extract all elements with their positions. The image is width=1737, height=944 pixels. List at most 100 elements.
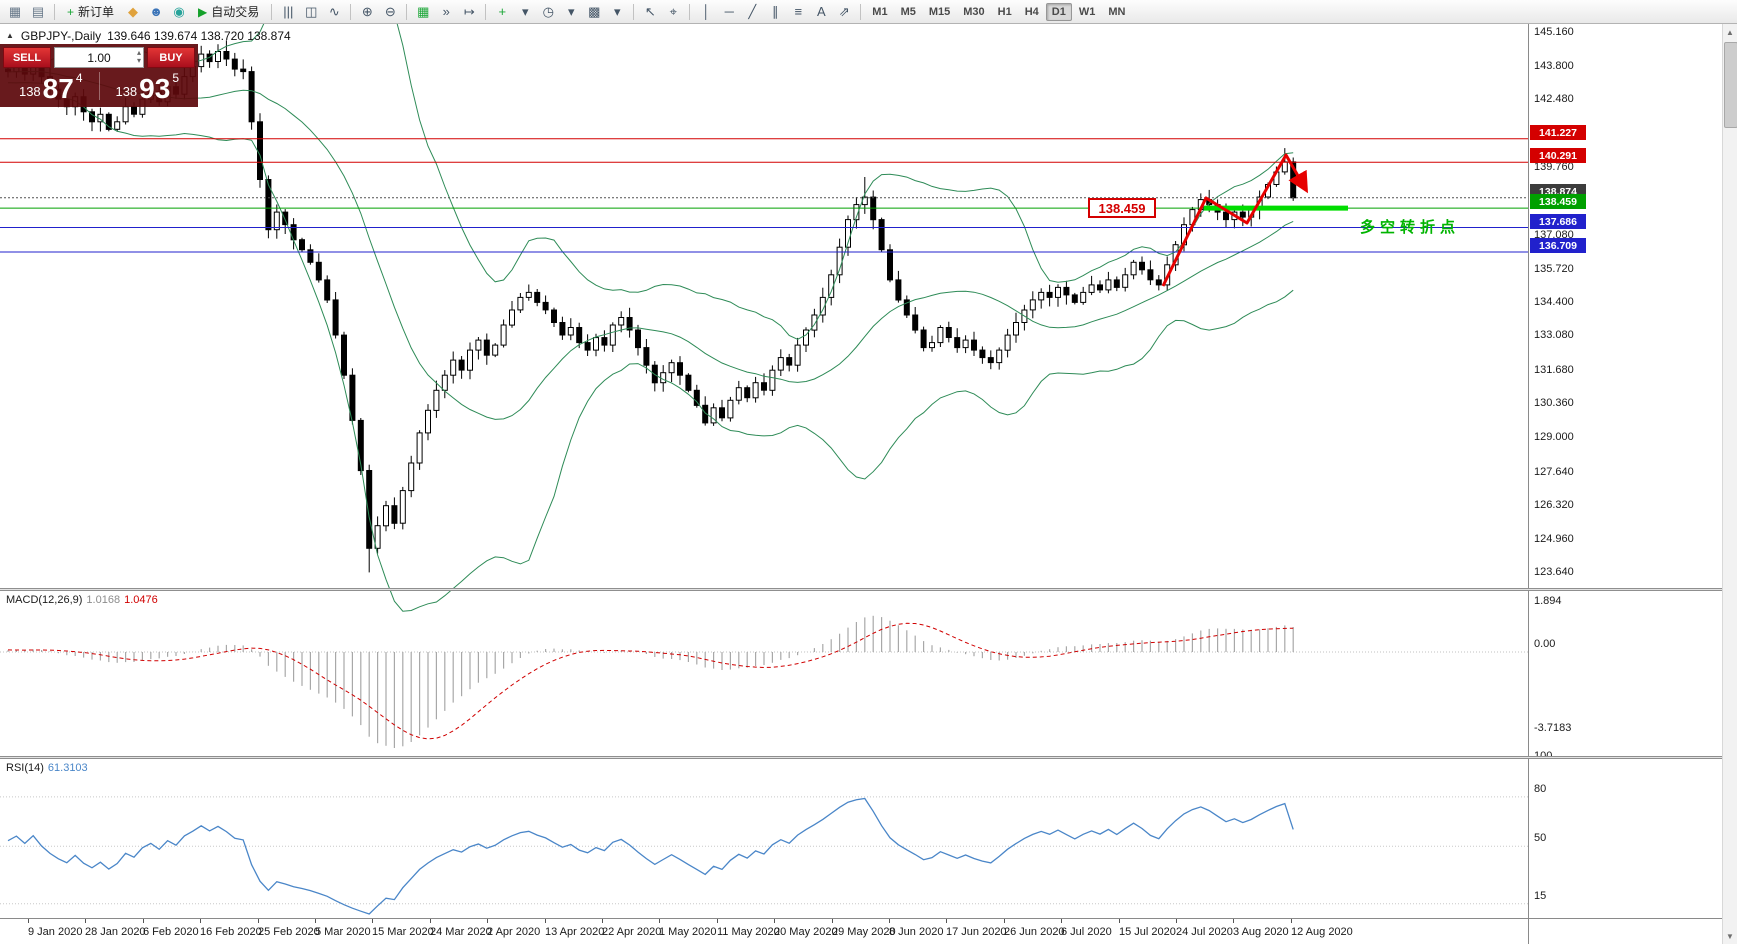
market-icon[interactable]: ◉ <box>173 3 185 19</box>
bollinger-lower <box>7 82 1294 612</box>
macd-axis-label: 0.00 <box>1534 638 1556 650</box>
scroll-thumb[interactable] <box>1724 42 1737 128</box>
auto-scroll-icon[interactable]: » <box>442 4 450 19</box>
macd-plot <box>0 615 1528 748</box>
sell-button[interactable]: SELL <box>3 47 51 68</box>
time-axis-label: 15 Mar 2020 <box>372 926 434 938</box>
time-axis-label: 5 Mar 2020 <box>315 926 371 938</box>
indicators-icon[interactable]: + <box>498 4 507 19</box>
volume-input[interactable]: 1.00 ▴ ▾ <box>54 47 144 68</box>
volume-up-icon[interactable]: ▴ <box>136 48 141 57</box>
arrows-icon[interactable]: ⇗ <box>838 3 850 19</box>
time-axis-tick <box>1233 919 1234 923</box>
chart-title: ▲ GBPJPY-,Daily 139.646 139.674 138.720 13… <box>6 29 291 43</box>
time-axis-tick <box>832 919 833 923</box>
time-axis-tick <box>946 919 947 923</box>
fibonacci-icon[interactable]: ≡ <box>794 4 803 19</box>
timeframe-h1[interactable]: H1 <box>997 5 1012 18</box>
timeframe-m1[interactable]: M1 <box>872 5 888 18</box>
timeframe-m5[interactable]: M5 <box>900 5 916 18</box>
vertical-line-icon[interactable]: │ <box>702 4 711 19</box>
rsi-axis-label: 80 <box>1534 783 1547 795</box>
profiles-icon[interactable]: ▤ <box>31 3 45 19</box>
autotrading-icon: ▶ <box>198 4 208 19</box>
time-axis-tick <box>1061 919 1062 923</box>
bar-chart-icon[interactable]: ||| <box>283 4 294 19</box>
time-axis-tick <box>28 919 29 923</box>
line-chart-icon[interactable]: ∿ <box>328 3 340 19</box>
timeframe-m15[interactable]: M15 <box>928 5 951 18</box>
cursor-icon[interactable]: ↖ <box>644 3 656 19</box>
new-chart-icon[interactable]: ▦ <box>8 3 22 19</box>
price-tag: 140.291 <box>1530 148 1586 163</box>
one-click-trading-panel: SELL 1.00 ▴ ▾ BUY 138 87 4 138 93 5 <box>0 44 198 107</box>
toolbar-separator <box>406 3 408 20</box>
scroll-down-button[interactable]: ▼ <box>1726 931 1734 941</box>
time-axis-label: 25 Feb 2020 <box>258 926 320 938</box>
text-icon[interactable]: A <box>816 4 826 19</box>
price-flag[interactable]: 138.459 <box>1088 198 1156 218</box>
bollinger-middle <box>7 70 1294 420</box>
macd-label: MACD(12,26,9) 1.0168 1.0476 <box>6 594 162 606</box>
sell-price[interactable]: 138 87 4 <box>3 68 99 104</box>
panel-separator-macd[interactable] <box>0 588 1722 591</box>
community-icon[interactable]: ☻ <box>149 4 163 19</box>
price-axis-label: 143.800 <box>1534 60 1574 72</box>
buy-price-prefix: 138 <box>115 84 138 99</box>
crosshair-icon[interactable]: ⌖ <box>669 3 677 19</box>
rsi-label: RSI(14) 61.3103 <box>6 762 92 774</box>
macd-axis-label: 1.894 <box>1534 595 1562 607</box>
volume-down-icon[interactable]: ▾ <box>136 56 141 65</box>
toolbar-separator <box>485 3 487 20</box>
time-axis-label: 24 Jul 2020 <box>1176 926 1233 938</box>
time-axis-label: 9 Jan 2020 <box>28 926 83 938</box>
time-axis-label: 24 Mar 2020 <box>430 926 492 938</box>
templates-caret-icon[interactable]: ▾ <box>614 3 621 19</box>
time-axis-label: 17 Jun 2020 <box>946 926 1007 938</box>
sell-price-big: 87 <box>42 72 74 104</box>
scroll-up-button[interactable]: ▲ <box>1726 27 1734 37</box>
templates-icon[interactable]: ▩ <box>588 3 601 19</box>
time-axis-tick <box>315 919 316 923</box>
time-axis-label: 6 Jul 2020 <box>1061 926 1112 938</box>
timeframe-h4[interactable]: H4 <box>1024 5 1039 18</box>
trendline-icon[interactable]: ╱ <box>748 3 757 19</box>
time-axis-tick <box>545 919 546 923</box>
toolbar-separator <box>271 3 273 20</box>
autotrading-button[interactable]: ▶ 自动交易 <box>191 2 266 22</box>
volume-value: 1.00 <box>87 50 111 65</box>
horizontal-line-icon[interactable]: ─ <box>724 4 734 19</box>
price-axis-label: 130.360 <box>1534 397 1574 409</box>
collapse-icon[interactable]: ▲ <box>6 31 14 40</box>
buy-price-big: 93 <box>139 72 171 104</box>
time-axis-tick <box>143 919 144 923</box>
time-axis-label: 26 Jun 2020 <box>1004 926 1065 938</box>
timeframe-m30[interactable]: M30 <box>963 5 985 18</box>
channel-icon[interactable]: ∥ <box>772 3 779 19</box>
tile-windows-icon[interactable]: ▦ <box>417 3 430 19</box>
candlestick-icon[interactable]: ◫ <box>305 3 318 19</box>
buy-button[interactable]: BUY <box>147 47 195 68</box>
periods-caret-icon[interactable]: ▾ <box>568 3 575 19</box>
timeframe-d1[interactable]: D1 <box>1045 2 1072 21</box>
price-axis-label: 145.160 <box>1534 26 1574 38</box>
panel-separator-rsi[interactable] <box>0 756 1722 759</box>
timeframe-mn[interactable]: MN <box>1108 5 1126 18</box>
periods-icon[interactable]: ◷ <box>542 3 554 19</box>
zoom-in-icon[interactable]: ⊕ <box>361 3 373 19</box>
chart-symbol-period: GBPJPY-,Daily <box>20 29 102 43</box>
buy-price[interactable]: 138 93 5 <box>100 68 196 104</box>
chart-shift-icon[interactable]: ↦ <box>463 3 475 19</box>
metaeditor-icon[interactable]: ◆ <box>128 3 139 19</box>
vertical-scrollbar[interactable]: ▲ ▼ <box>1722 24 1737 944</box>
rsi-plot <box>0 796 1528 915</box>
time-axis-tick <box>1119 919 1120 923</box>
chart-plot-area[interactable] <box>0 24 1528 944</box>
new-order-button[interactable]: + 新订单 <box>60 2 121 22</box>
indicators-caret-icon[interactable]: ▾ <box>522 3 529 19</box>
timeframe-w1[interactable]: W1 <box>1078 5 1096 18</box>
buy-price-sup: 5 <box>172 71 180 85</box>
zoom-out-icon[interactable]: ⊖ <box>384 3 396 19</box>
price-axis-label: 129.000 <box>1534 431 1574 443</box>
toolbar-separator <box>633 3 635 20</box>
